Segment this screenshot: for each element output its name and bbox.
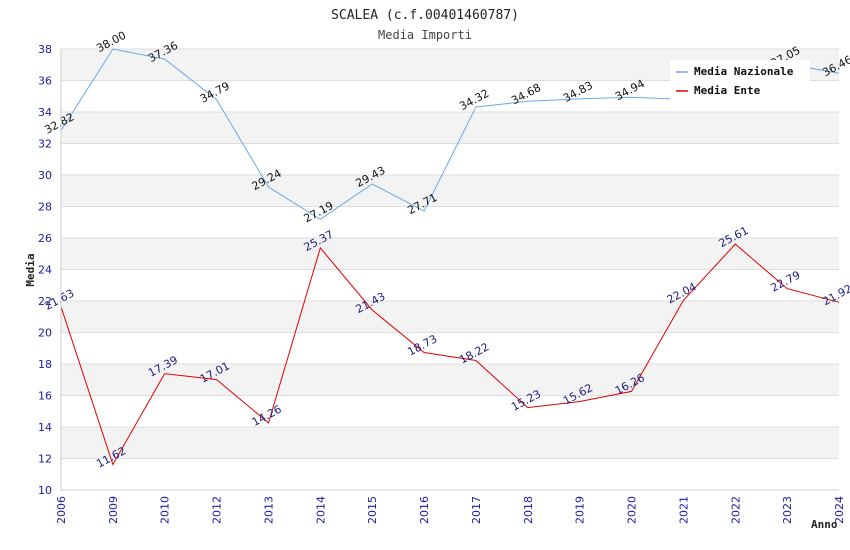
y-axis-ticks: 10 12 14 16 18 20 22 24 26 28 30 32 34 36 38 [38,43,52,497]
x-tick-label: 2014 [314,496,327,524]
y-tick-label: 26 [38,232,52,245]
legend: Media Nazionale Media Ente [670,60,810,100]
data-label-media-nazionale: 34.79 [198,79,232,105]
x-tick-label: 2013 [262,496,275,524]
x-tick-label: 2021 [677,496,690,524]
grid-band [61,427,839,459]
data-label-media-ente: 14.26 [250,403,284,429]
x-tick-label: 2010 [159,496,172,524]
x-tick-label: 2012 [211,496,224,524]
x-axis-title: Anno [811,518,838,531]
chart-subtitle: Media Importi [378,28,472,42]
x-tick-label: 2022 [729,496,742,524]
legend-box [670,60,810,100]
grid-band [61,301,839,333]
data-label-media-ente: 22.79 [769,268,803,294]
x-tick-label: 2017 [470,496,483,524]
y-tick-label: 28 [38,201,52,214]
x-tick-label: 2020 [626,496,639,524]
y-tick-label: 10 [38,484,52,497]
y-tick-label: 38 [38,43,52,56]
x-tick-label: 2024 [833,496,846,524]
x-tick-label: 2015 [366,496,379,524]
y-tick-label: 16 [38,390,52,403]
y-tick-label: 30 [38,169,52,182]
y-tick-label: 22 [38,295,52,308]
grid-bands [61,49,839,459]
legend-label-media-ente: Media Ente [694,84,761,97]
x-axis-ticks: 2006 2009 2010 2012 2013 2014 2015 2016 2017 2018… [55,496,846,524]
grid-band [61,175,839,207]
grid-band [61,238,839,270]
x-tick-label: 2009 [107,496,120,524]
chart-title: SCALEA (c.f.00401460787) [331,8,519,23]
x-tick-label: 2006 [55,496,68,524]
y-tick-label: 18 [38,358,52,371]
grid-band [61,364,839,396]
y-axis-title: Media [24,253,37,286]
y-tick-label: 34 [38,106,52,119]
x-tick-label: 2016 [418,496,431,524]
y-tick-label: 36 [38,75,52,88]
data-label-media-nazionale: 34.83 [561,79,595,105]
y-tick-label: 24 [38,264,52,277]
data-label-media-nazionale: 34.32 [457,87,491,113]
data-label-media-nazionale: 34.68 [509,81,543,107]
grid-band [61,112,839,144]
grid-lines [61,48,839,491]
x-tick-label: 2023 [781,496,794,524]
legend-label-media-nazionale: Media Nazionale [694,65,794,78]
series-line-media-ente [60,243,840,466]
y-tick-label: 20 [38,327,52,340]
y-tick-label: 32 [38,138,52,151]
data-label-media-ente: 18.73 [405,332,439,358]
x-tick-label: 2018 [522,496,535,524]
y-tick-label: 12 [38,453,52,466]
data-label-media-ente: 18.22 [457,340,491,366]
x-tick-label: 2019 [574,496,587,524]
y-tick-label: 14 [38,421,52,434]
